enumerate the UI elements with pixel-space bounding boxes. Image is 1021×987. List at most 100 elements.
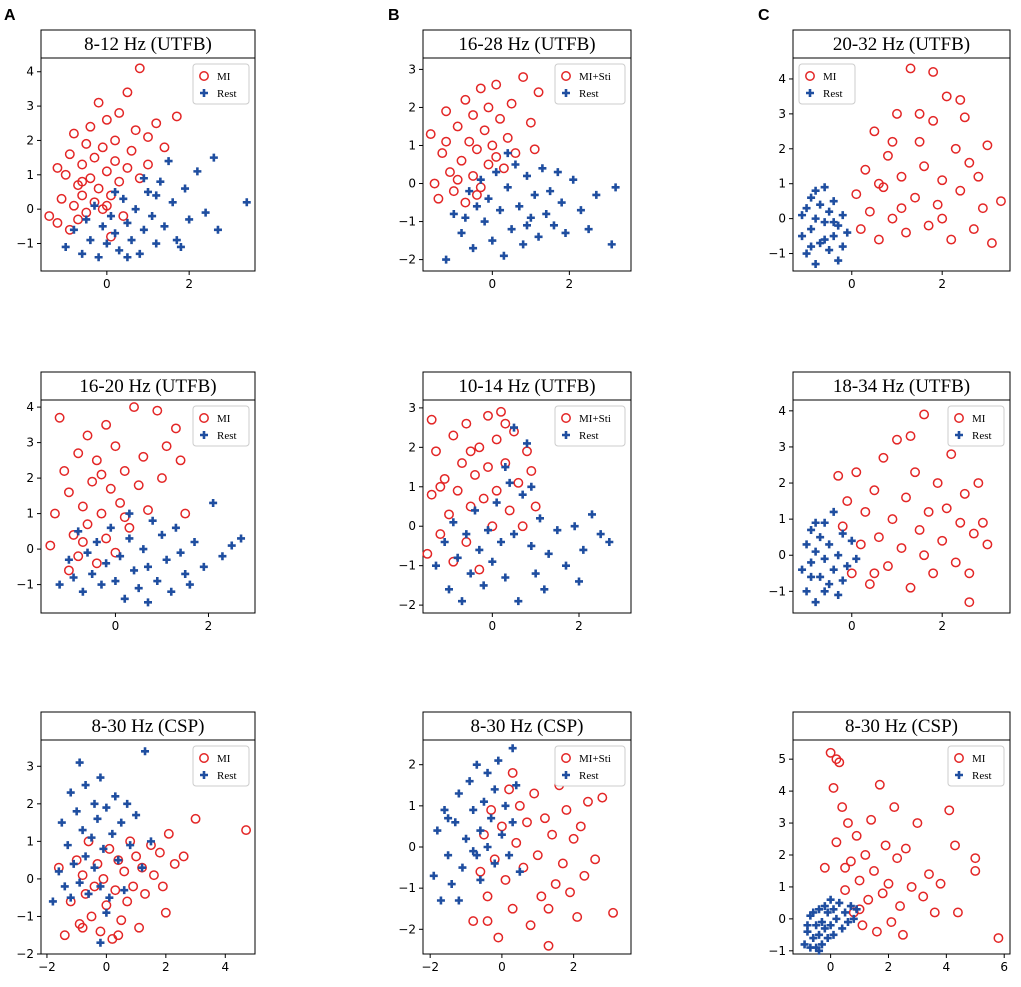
data-point: [437, 148, 448, 159]
data-point: [900, 843, 911, 854]
data-point: [518, 72, 529, 82]
data-point: [955, 185, 966, 196]
data-point: [490, 859, 499, 868]
data-point: [833, 470, 844, 481]
data-point: [465, 446, 476, 457]
data-point: [568, 833, 579, 844]
data-point: [507, 767, 518, 778]
data-point: [549, 221, 558, 230]
data-point: [838, 529, 847, 538]
y-tick-label: 1: [408, 480, 416, 494]
data-point: [96, 773, 105, 782]
legend-marker: [561, 753, 571, 763]
data-point: [151, 118, 162, 129]
data-point: [77, 190, 88, 201]
data-point: [996, 196, 1006, 207]
data-point: [483, 768, 492, 777]
series-rest: [429, 744, 524, 905]
data-point: [77, 870, 88, 881]
data-point: [823, 934, 832, 943]
legend-label: Rest: [972, 430, 992, 442]
data-point: [108, 829, 117, 838]
data-point: [492, 168, 501, 177]
data-point: [50, 508, 60, 519]
data-point: [869, 568, 880, 579]
data-point: [546, 187, 555, 196]
data-point: [218, 552, 227, 561]
data-point: [102, 239, 111, 248]
data-point: [469, 244, 478, 253]
y-tick-label: 2: [408, 100, 416, 114]
series-mi: [851, 63, 1006, 249]
data-point: [937, 175, 948, 186]
panel-title-box: [422, 371, 632, 401]
y-tick-label: 2: [778, 142, 786, 156]
data-point: [476, 826, 485, 835]
data-point: [505, 851, 514, 860]
data-point: [131, 205, 140, 214]
data-point: [892, 853, 903, 864]
data-point: [500, 874, 511, 885]
data-point: [825, 207, 834, 216]
data-point: [869, 126, 880, 137]
data-point: [825, 580, 834, 589]
data-point: [838, 576, 847, 585]
data-point: [137, 862, 148, 873]
data-point: [120, 594, 129, 603]
data-point: [970, 853, 981, 864]
data-point: [883, 878, 894, 889]
panel-title: 20-32 Hz (UTFB): [833, 34, 970, 55]
data-point: [54, 867, 63, 876]
data-point: [565, 887, 575, 898]
data-point: [111, 792, 120, 801]
y-tick-label: 1: [778, 880, 786, 894]
data-point: [855, 224, 866, 235]
y-tick-label: 0: [26, 202, 34, 216]
data-point: [834, 551, 843, 560]
y-tick-label: 3: [408, 401, 416, 415]
data-point: [866, 814, 877, 825]
data-point: [171, 111, 182, 122]
data-point: [928, 568, 939, 579]
data-point: [522, 817, 532, 828]
data-point: [148, 870, 159, 881]
data-point: [48, 897, 57, 906]
column-label-a: A: [4, 7, 16, 24]
data-point: [110, 441, 121, 452]
data-point: [472, 760, 481, 769]
data-point: [89, 152, 100, 163]
data-point: [111, 187, 120, 196]
data-point: [81, 852, 90, 861]
y-tick-label: 0: [778, 212, 786, 226]
data-point: [523, 171, 531, 180]
data-point: [798, 232, 807, 241]
legend: MI+Sti Rest: [554, 745, 626, 787]
data-point: [815, 905, 824, 914]
plot-frame: [40, 739, 256, 955]
legend: MI+Sti Rest: [554, 405, 626, 447]
data-point: [101, 419, 112, 430]
data-point: [539, 813, 550, 824]
y-tick-label: 0: [26, 872, 34, 886]
data-point: [442, 255, 451, 264]
data-point: [213, 225, 222, 234]
data-point: [811, 547, 820, 556]
data-point: [815, 946, 824, 955]
data-point: [90, 799, 99, 808]
data-point: [811, 186, 820, 195]
y-tick-label: 0: [408, 519, 416, 533]
data-point: [60, 169, 71, 180]
data-point: [871, 926, 882, 937]
data-point: [93, 97, 104, 108]
legend-box: [554, 63, 626, 105]
y-tick-label: 1: [778, 512, 786, 526]
legend-marker: [561, 71, 571, 81]
data-point: [533, 87, 544, 98]
data-point: [444, 509, 454, 520]
data-point: [914, 525, 925, 535]
y-tick-label: −2: [398, 922, 416, 936]
panel-title-box: [40, 371, 256, 401]
legend-label: MI+Sti: [579, 413, 611, 425]
data-point: [896, 203, 907, 214]
